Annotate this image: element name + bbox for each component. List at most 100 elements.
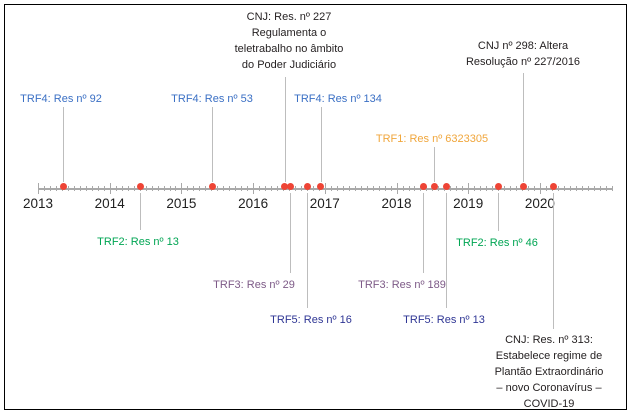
- event-label-line: – novo Coronavírus –: [496, 382, 602, 394]
- month-minor-tick: [378, 186, 380, 191]
- event-label-trf3-res-29: TRF3: Res nº 29: [213, 277, 295, 293]
- year-major-tick: [109, 183, 111, 194]
- event-leader-trf4-res-92: [63, 107, 64, 182]
- event-leader-trf3-res-189: [423, 193, 424, 273]
- month-minor-tick: [486, 186, 488, 191]
- month-minor-tick: [456, 186, 458, 191]
- month-minor-tick: [480, 186, 482, 191]
- year-label-2017: 2017: [309, 196, 340, 211]
- month-minor-tick: [587, 186, 589, 191]
- month-minor-tick: [235, 186, 237, 191]
- month-minor-tick: [474, 186, 476, 191]
- event-label-cnj-res-227: CNJ: Res. nº 227 Regulamenta o teletrabalh…: [235, 9, 344, 73]
- month-minor-tick: [103, 186, 105, 191]
- event-label-line: TRF3: Res nº 189: [358, 279, 446, 291]
- year-major-tick: [324, 183, 326, 194]
- event-leader-trf1-res-6323305: [434, 147, 435, 182]
- event-label-line: TRF5: Res nº 13: [403, 314, 485, 326]
- month-minor-tick: [44, 186, 45, 191]
- event-label-line: CNJ: Res. nº 227: [246, 11, 332, 23]
- month-minor-tick: [55, 186, 57, 191]
- year-label-2013: 2013: [22, 196, 54, 211]
- event-label-line: Estabelece regime de: [495, 350, 603, 362]
- month-minor-tick: [360, 186, 362, 191]
- month-minor-tick: [336, 186, 338, 191]
- month-minor-tick: [504, 186, 506, 191]
- event-leader-cnj-res-313: [553, 193, 554, 329]
- month-minor-tick: [557, 186, 559, 191]
- month-minor-tick: [145, 186, 147, 191]
- event-label-cnj-res-313: CNJ: Res. nº 313: Estabelece regime de Pla…: [495, 332, 604, 412]
- year-label-2015: 2015: [166, 196, 197, 211]
- month-minor-tick: [157, 186, 159, 191]
- month-minor-tick: [533, 186, 535, 191]
- month-minor-tick: [342, 186, 344, 191]
- month-minor-tick: [426, 186, 428, 191]
- event-label-line: CNJ: Res. nº 313:: [505, 334, 593, 346]
- month-minor-tick: [575, 186, 577, 191]
- year-major-tick: [468, 183, 470, 194]
- event-dot-cnj-res-298: [519, 182, 527, 190]
- month-minor-tick: [241, 186, 243, 191]
- event-label-line: TRF4: Res nº 92: [20, 93, 102, 105]
- month-minor-tick: [300, 186, 302, 191]
- month-minor-tick: [390, 186, 392, 191]
- month-minor-tick: [223, 186, 225, 191]
- year-label-2014: 2014: [94, 196, 125, 211]
- year-major-tick: [181, 183, 183, 194]
- event-dot-trf2-res-13: [136, 182, 144, 190]
- figure-border: [4, 4, 627, 410]
- event-label-line: TRF3: Res nº 29: [213, 279, 295, 291]
- event-dot-cnj-res-227: [280, 182, 288, 190]
- event-label-line: Resolução nº 227/2016: [465, 56, 581, 68]
- month-minor-tick: [408, 186, 410, 191]
- month-minor-tick: [277, 186, 278, 191]
- event-leader-trf2-res-13: [140, 193, 141, 230]
- year-major-tick: [253, 183, 255, 194]
- event-label-trf4-res-134: TRF4: Res nº 134: [294, 91, 382, 107]
- month-minor-tick: [402, 186, 404, 191]
- month-minor-tick: [348, 186, 350, 191]
- month-minor-tick: [354, 186, 356, 191]
- month-minor-tick: [384, 186, 386, 191]
- event-label-line: TRF4: Res nº 53: [171, 93, 253, 105]
- event-label-trf4-res-53: TRF4: Res nº 53: [171, 91, 253, 107]
- month-minor-tick: [193, 186, 195, 191]
- month-minor-tick: [581, 186, 583, 191]
- month-minor-tick: [127, 186, 129, 191]
- month-minor-tick: [569, 186, 571, 191]
- month-minor-tick: [510, 186, 511, 191]
- year-major-tick: [38, 183, 39, 194]
- event-label-trf2-res-46: TRF2: Res nº 46: [456, 235, 538, 251]
- event-label-line: TRF4: Res nº 134: [294, 93, 382, 105]
- month-minor-tick: [163, 186, 165, 191]
- event-dot-trf2-res-46: [494, 182, 502, 190]
- year-label-2018: 2018: [381, 196, 412, 211]
- month-minor-tick: [516, 186, 517, 191]
- month-minor-tick: [97, 186, 99, 191]
- month-minor-tick: [438, 186, 440, 191]
- event-dot-trf4-res-53: [208, 182, 216, 190]
- event-dot-trf4-res-134: [316, 182, 324, 190]
- month-minor-tick: [294, 186, 296, 191]
- event-dot-cnj-res-313: [549, 182, 557, 190]
- month-minor-tick: [462, 186, 464, 191]
- month-minor-tick: [217, 186, 219, 191]
- month-minor-tick: [79, 186, 81, 191]
- month-minor-tick: [199, 186, 201, 191]
- event-dot-trf4-res-92: [59, 182, 67, 190]
- month-minor-tick: [492, 186, 494, 191]
- year-label-2020: 2020: [524, 196, 555, 211]
- month-minor-tick: [265, 186, 267, 191]
- month-minor-tick: [73, 186, 75, 191]
- month-minor-tick: [605, 186, 607, 191]
- event-label-trf4-res-92: TRF4: Res nº 92: [20, 91, 102, 107]
- month-minor-tick: [115, 186, 117, 191]
- event-label-line: TRF2: Res nº 46: [456, 237, 538, 249]
- month-minor-tick: [450, 186, 452, 191]
- month-minor-tick: [330, 186, 332, 191]
- month-minor-tick: [271, 186, 272, 191]
- year-major-tick: [396, 183, 398, 194]
- year-label-2016: 2016: [238, 196, 269, 211]
- event-label-trf3-res-189: TRF3: Res nº 189: [358, 277, 446, 293]
